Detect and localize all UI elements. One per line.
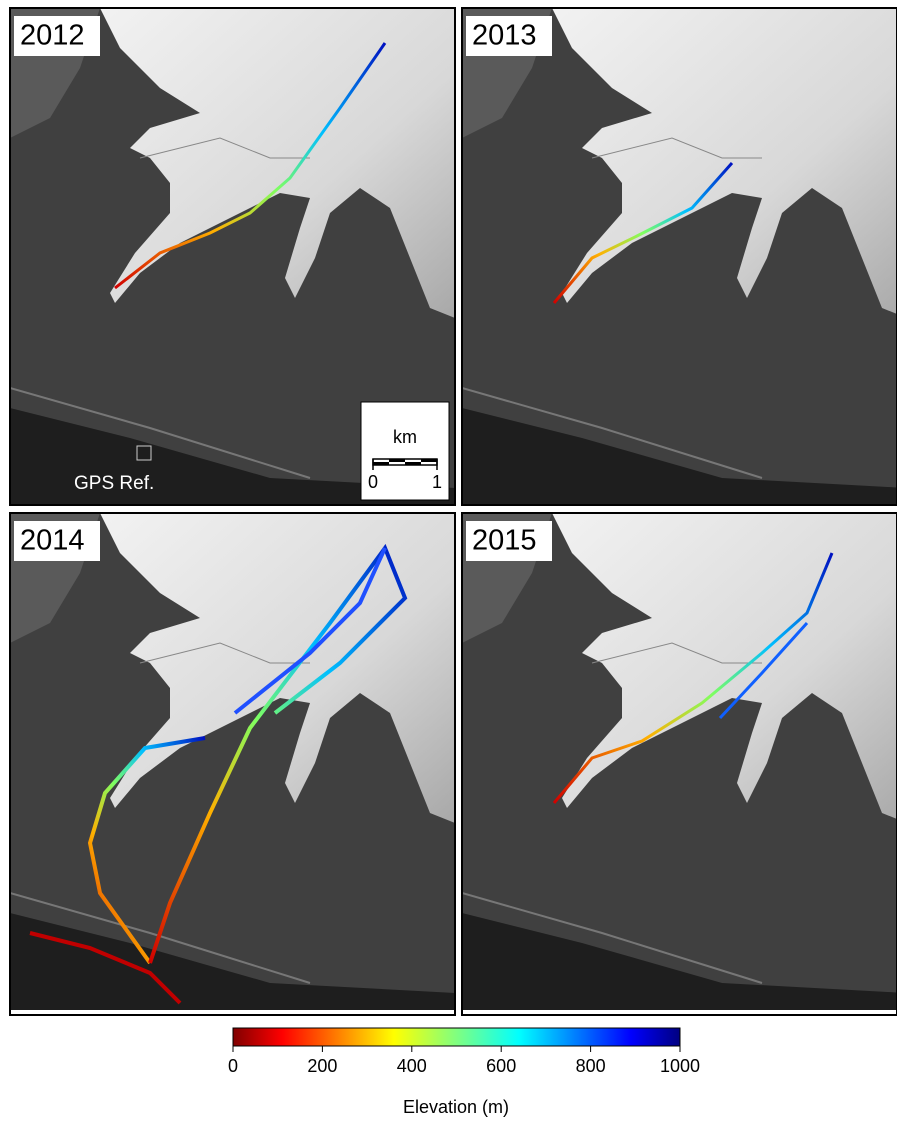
scale-tick-label: 1	[432, 472, 442, 492]
panel-label: 2014	[20, 525, 85, 557]
panel-label: 2013	[472, 20, 537, 52]
scale-bar-segment	[373, 462, 389, 465]
panel-label: 2015	[472, 525, 537, 557]
colorbar-tick-label: 400	[397, 1056, 427, 1076]
scale-bar-segment	[421, 459, 437, 462]
panel: 2015	[462, 513, 897, 1015]
scale-tick-label: 0	[368, 472, 378, 492]
figure: 2012 GPS Ref. km 0 1 2013 2014 2015	[0, 0, 897, 1122]
panel: 2013	[462, 8, 897, 505]
colorbar	[233, 1028, 680, 1046]
panel-label: 2012	[20, 20, 85, 52]
colorbar-tick-label: 600	[486, 1056, 516, 1076]
colorbar-tick-label: 1000	[660, 1056, 700, 1076]
scale-unit: km	[393, 427, 417, 447]
colorbar-tick-label: 800	[576, 1056, 606, 1076]
colorbar-tick-label: 200	[307, 1056, 337, 1076]
colorbar-label: Elevation (m)	[403, 1097, 509, 1117]
scale-bar-segment	[405, 462, 421, 465]
panel: 2012 GPS Ref. km 0 1	[10, 8, 455, 505]
scale-bar-segment	[389, 459, 405, 462]
gps-label: GPS Ref.	[74, 473, 154, 494]
panel: 2014	[10, 513, 455, 1015]
colorbar-tick-label: 0	[228, 1056, 238, 1076]
